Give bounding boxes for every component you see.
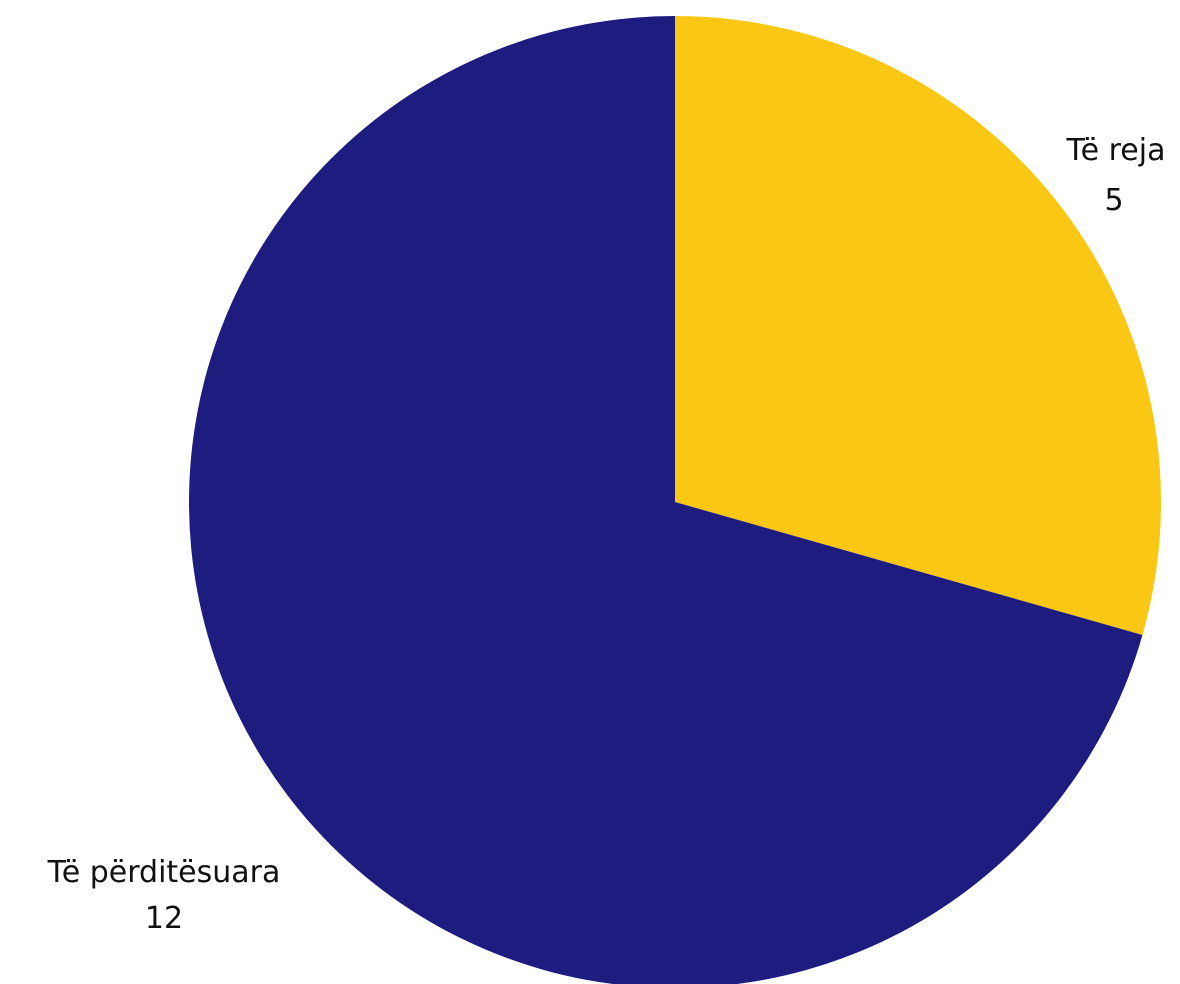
slice-label-new: Të reja 5 xyxy=(1066,133,1166,218)
slice-label-updated: Të përditësuara 12 xyxy=(47,855,281,936)
pie-slices xyxy=(189,16,1162,984)
pie-slice-new xyxy=(675,16,1162,635)
slice-label-new-value: 5 xyxy=(1104,183,1123,218)
pie-slice-updated xyxy=(189,16,1143,984)
slice-label-updated-value: 12 xyxy=(145,901,183,936)
slice-label-new-name: Të reja xyxy=(1066,133,1166,168)
slice-label-updated-name: Të përditësuara xyxy=(47,855,281,890)
